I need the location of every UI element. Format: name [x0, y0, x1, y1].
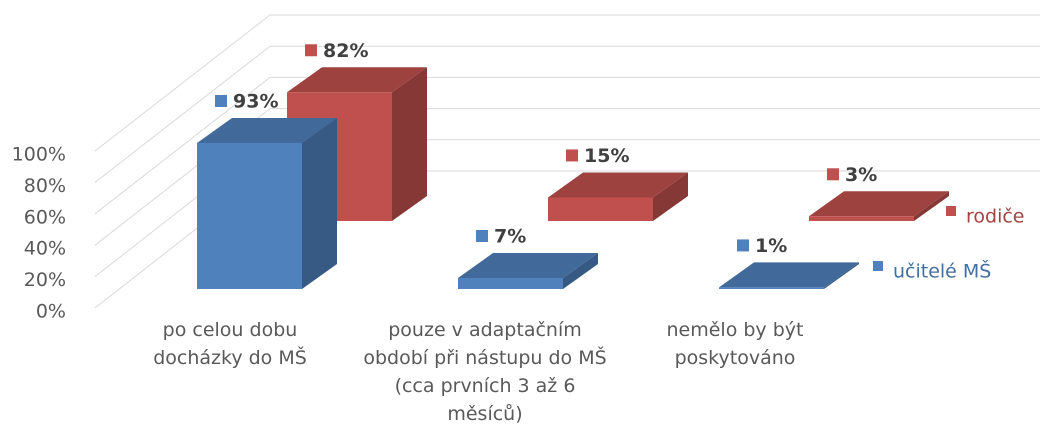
value-label: 15% [584, 145, 629, 167]
y-tick-label: 80% [24, 175, 66, 197]
value-label: 3% [845, 164, 877, 186]
legend-label: rodiče [966, 206, 1025, 228]
value-label: 93% [233, 90, 278, 112]
bar [458, 253, 598, 289]
bar [548, 172, 688, 221]
value-label: 7% [494, 226, 526, 248]
bar-front [197, 142, 302, 289]
x-tick-label: po celou dobu docházky do MŠ [153, 319, 307, 369]
value-label-marker [827, 168, 839, 181]
y-tick-label: 20% [24, 269, 66, 291]
legend-marker [873, 261, 883, 271]
value-label-marker [305, 44, 317, 57]
grid-line [94, 14, 1040, 152]
value-label-marker [215, 94, 227, 107]
bar-top [287, 67, 427, 93]
bar-top [197, 117, 337, 143]
bar-top [719, 262, 859, 288]
bar-side [563, 253, 598, 289]
bar-side [824, 262, 859, 289]
grid-line [94, 108, 1040, 246]
bar-front [458, 278, 563, 289]
bar-front [809, 216, 914, 221]
bar [197, 117, 337, 290]
bar-front [548, 197, 653, 221]
x-tick-label: pouze v adaptačním období při nástupu do… [363, 319, 607, 425]
bar-side [914, 191, 949, 221]
y-tick-label: 0% [36, 301, 66, 323]
legend-label: učitelé MŠ [893, 259, 991, 283]
legend-marker [946, 206, 956, 216]
bar [719, 262, 859, 289]
bar-side [392, 67, 427, 221]
value-label-marker [566, 149, 578, 162]
value-label: 1% [755, 235, 787, 257]
x-tick-label: nemělo by být poskytováno [666, 319, 804, 369]
grid-line [94, 76, 1040, 215]
bar-top [458, 253, 598, 279]
bar-front [719, 287, 824, 289]
bar [809, 191, 949, 221]
bar-top [809, 191, 949, 217]
value-label: 82% [323, 40, 368, 62]
value-label-marker [476, 230, 488, 243]
y-tick-label: 40% [24, 238, 66, 260]
grid-line [94, 45, 1040, 183]
bar-top [548, 172, 688, 198]
bar-side [302, 117, 337, 290]
value-label-marker [737, 239, 749, 252]
y-tick-label: 100% [12, 144, 66, 166]
bar-side [653, 172, 688, 221]
y-tick-label: 60% [24, 206, 66, 228]
